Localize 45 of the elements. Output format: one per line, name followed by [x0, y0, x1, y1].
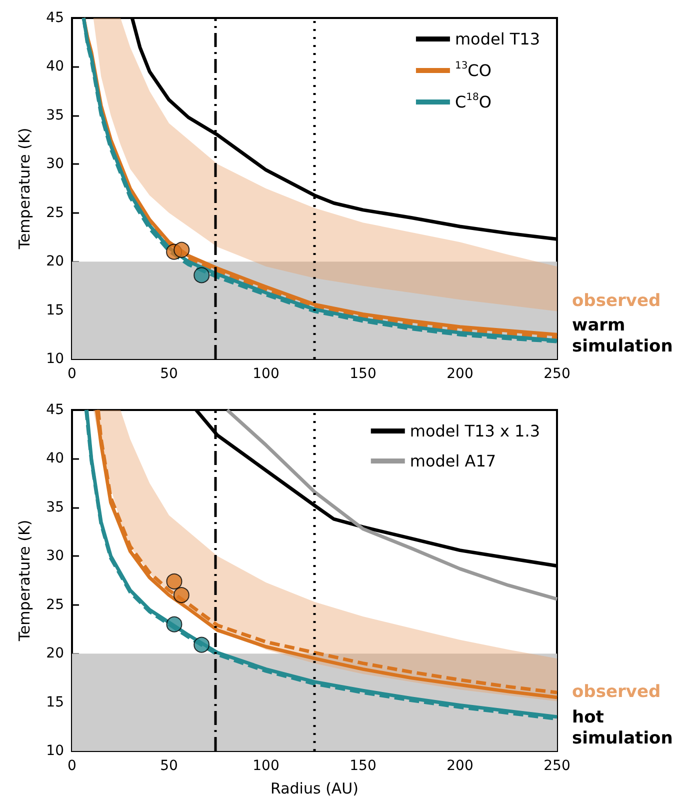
y-tick-label: 10 — [46, 351, 64, 367]
y-tick-label: 20 — [46, 646, 64, 662]
y-tick-label: 25 — [46, 596, 64, 613]
y-tick-label: 40 — [46, 58, 64, 75]
y-tick-label: 45 — [46, 402, 64, 418]
x-tick-label: 250 — [544, 758, 570, 774]
point — [166, 616, 182, 632]
x-tick-label: 150 — [350, 366, 376, 382]
text: warm simulation — [572, 316, 673, 356]
y-tick-label: 30 — [46, 156, 64, 172]
x-tick-label: 50 — [160, 758, 178, 774]
line-series — [225, 408, 559, 601]
y-tick-label: 20 — [46, 254, 64, 270]
x-tick-label: 250 — [544, 366, 570, 382]
legend-label: observed — [572, 290, 661, 311]
point — [194, 267, 210, 284]
y-tick-label: 35 — [46, 107, 64, 124]
y-tick-label: 10 — [46, 743, 64, 759]
x-tick-label: 150 — [350, 758, 376, 774]
x-tick-label: 200 — [446, 758, 474, 774]
y-tick-label: 45 — [46, 10, 64, 26]
point — [174, 242, 190, 258]
y-axis-title: Temperature (K) — [16, 520, 34, 642]
x-tick-label: 0 — [68, 758, 76, 774]
legend-label: model A17 — [410, 452, 496, 470]
x-axis-title: Radius (AU) — [270, 780, 359, 798]
text: hot simulation — [572, 708, 673, 748]
y-tick-label: 15 — [46, 302, 64, 318]
point — [194, 636, 210, 653]
legend-label: observed — [572, 682, 661, 702]
y-tick-label: 35 — [46, 499, 64, 516]
legend-label: model T13 x 1.3 — [410, 422, 540, 440]
y-tick-label: 30 — [46, 548, 64, 564]
x-tick-label: 100 — [252, 758, 280, 774]
y-axis-title: Temperature (K) — [16, 128, 34, 250]
x-tick-label: 100 — [252, 366, 280, 382]
y-tick-label: 15 — [46, 694, 64, 710]
y-tick-label: 25 — [46, 204, 64, 221]
x-tick-label: 50 — [160, 366, 178, 382]
x-tick-label: 0 — [68, 366, 76, 382]
y-tick-label: 40 — [46, 450, 64, 467]
x-tick-label: 200 — [446, 366, 474, 382]
point — [173, 587, 190, 604]
point — [166, 573, 182, 590]
legend-label: model T13 — [454, 30, 540, 48]
